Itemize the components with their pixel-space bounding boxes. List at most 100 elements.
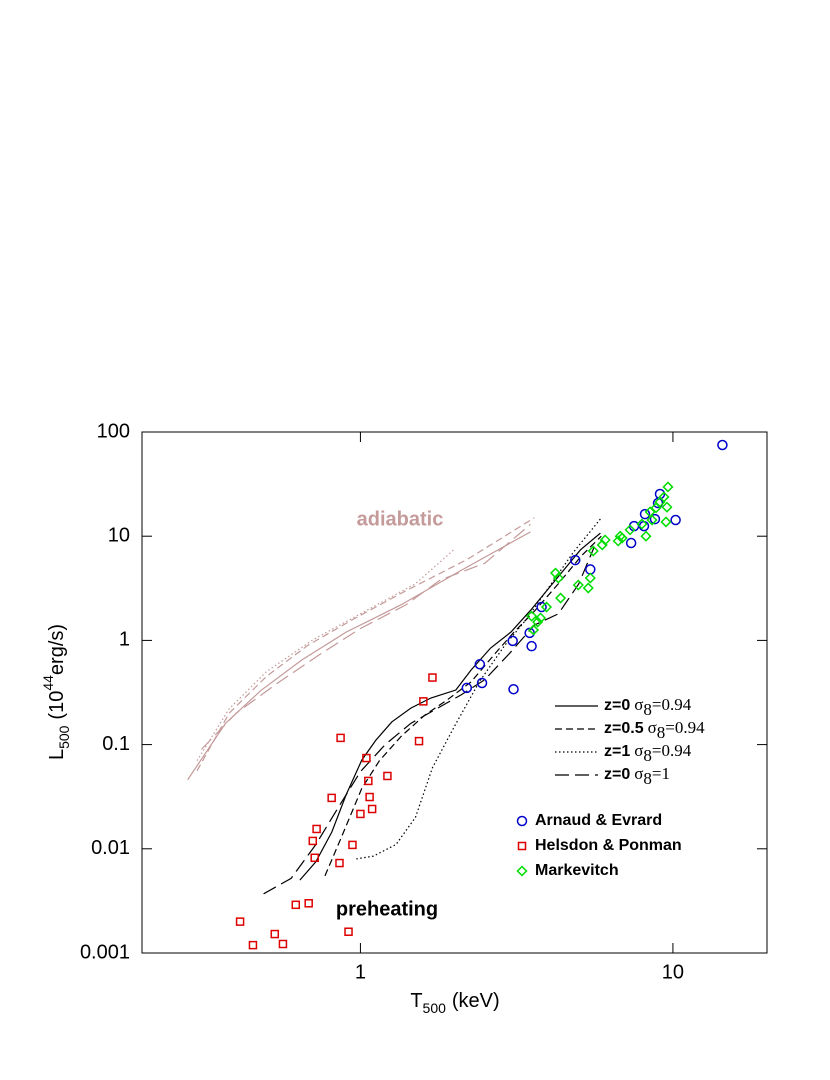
y-tick-label: 0.001 (80, 941, 130, 963)
legend-name: z=1 (604, 743, 630, 760)
y-label-sup: 44 (40, 675, 56, 691)
point (599, 534, 611, 546)
point (367, 804, 377, 814)
point (646, 514, 658, 526)
point (474, 659, 486, 670)
legend-label: z=0 σ8=1 (604, 764, 670, 788)
point (278, 939, 288, 949)
legend-sigma: σ (634, 764, 643, 783)
point (270, 929, 280, 939)
y-tick-label: 100 (97, 420, 130, 442)
series-line (196, 517, 535, 772)
plot-frame (141, 431, 768, 954)
point (461, 682, 473, 694)
legend-label: z=0.5 σ8=0.94 (604, 718, 705, 742)
point (348, 840, 357, 850)
legend-label: Markevitch (535, 862, 619, 879)
point (344, 927, 353, 936)
x-axis-label: T500 (keV) (410, 990, 499, 1015)
point (639, 508, 651, 520)
point (383, 771, 392, 781)
x-label-main: T (410, 990, 422, 1012)
point (572, 579, 584, 591)
legend-sigma: σ (648, 718, 657, 737)
legend-sigma-sub: 8 (643, 746, 652, 765)
point (658, 491, 670, 503)
point (552, 572, 564, 584)
point (527, 624, 540, 636)
point (526, 640, 537, 652)
point (532, 616, 544, 628)
point (587, 545, 599, 557)
series-line (201, 523, 531, 750)
y-tick-label: 0.01 (91, 837, 130, 859)
point (584, 572, 596, 584)
legend-label: Helsdon & Ponman (535, 837, 682, 854)
point (310, 853, 319, 863)
point (717, 439, 728, 451)
point (636, 518, 648, 530)
point (235, 917, 245, 926)
legend-label: Arnaud & Evrard (535, 812, 662, 829)
x-tick-label: 1 (355, 961, 366, 983)
point (570, 554, 581, 566)
legend-sigma-value: =0.94 (652, 695, 692, 714)
point (670, 514, 681, 526)
point (660, 516, 672, 528)
y-tick-label: 0.1 (102, 733, 130, 755)
y-label-sub: 500 (56, 725, 72, 749)
y-tick-label: 10 (108, 524, 130, 546)
legend-marker (517, 841, 527, 851)
point (526, 610, 538, 622)
legend-name: z=0 (604, 766, 630, 783)
point (327, 793, 336, 803)
series-line (356, 517, 602, 860)
legend-marker (516, 815, 528, 827)
legend-sigma: σ (634, 741, 643, 760)
point (582, 582, 594, 594)
annotation: preheating (336, 898, 438, 920)
point (649, 513, 661, 525)
point (507, 635, 518, 647)
annotation: adiabatic (357, 508, 444, 530)
point (419, 697, 428, 706)
x-label-sub: 500 (423, 1000, 447, 1016)
point (312, 824, 321, 834)
point (536, 601, 547, 613)
point (414, 736, 424, 746)
legend-sigma-value: =0.94 (665, 718, 705, 737)
series-line (196, 548, 455, 762)
point (308, 836, 318, 846)
series-line (299, 532, 601, 881)
legend-sigma: σ (634, 695, 643, 714)
x-tick-label: 10 (662, 961, 684, 983)
point (365, 792, 374, 802)
legend-sigma-sub: 8 (643, 769, 652, 788)
point (534, 612, 547, 624)
y-label-main: L (46, 749, 68, 760)
point (428, 673, 437, 682)
point (640, 530, 652, 542)
x-label-unit: (keV) (452, 990, 500, 1012)
y-label-unit-end: erg/s) (46, 624, 68, 675)
legend-marker (516, 865, 528, 877)
legend-name: z=0 (604, 697, 630, 714)
legend-label: z=0 σ8=0.94 (604, 695, 692, 719)
point (662, 481, 674, 493)
point (549, 567, 562, 579)
legend-sigma-sub: 8 (643, 700, 652, 719)
point (335, 858, 344, 868)
point (291, 900, 301, 910)
y-tick-label: 1 (119, 629, 130, 651)
point (248, 940, 258, 950)
point (555, 592, 567, 604)
point (624, 524, 636, 536)
legend-sigma-value: =0.94 (652, 741, 692, 760)
legend-sigma-value: =1 (652, 764, 670, 783)
point (356, 809, 365, 819)
point (476, 677, 488, 689)
point (616, 532, 628, 544)
point (625, 537, 637, 549)
series-line (187, 531, 531, 781)
legend-name: z=0.5 (604, 720, 644, 737)
